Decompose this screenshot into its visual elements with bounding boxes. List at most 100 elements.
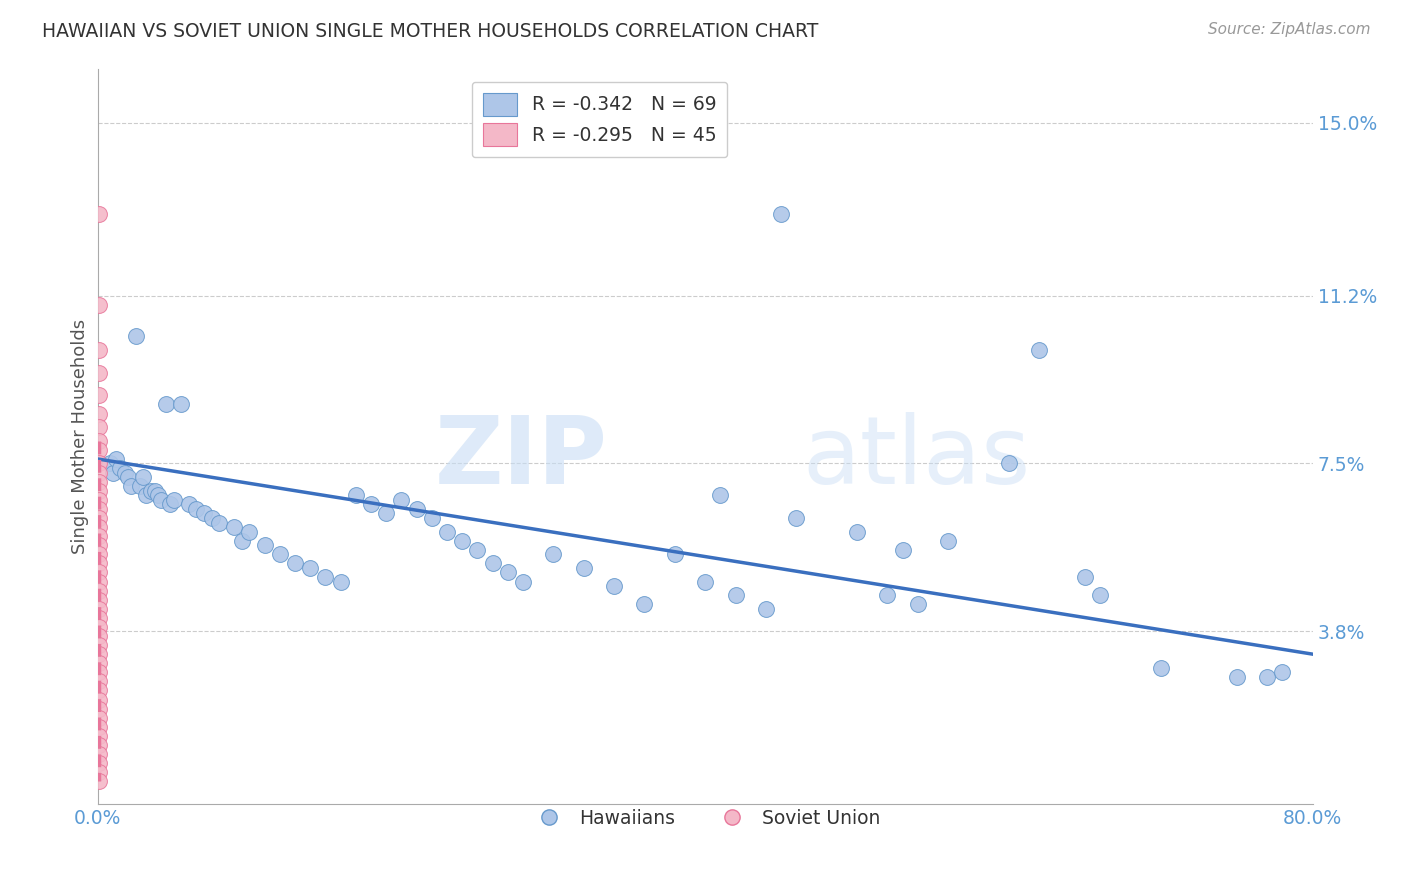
Point — [87, 297, 110, 311]
Point — [1256, 670, 1278, 684]
Point — [436, 524, 458, 539]
Point — [891, 542, 914, 557]
Point — [1150, 661, 1173, 675]
Point — [139, 483, 162, 498]
Point — [87, 207, 110, 221]
Point — [572, 561, 595, 575]
Point — [177, 497, 200, 511]
Point — [253, 538, 276, 552]
Legend: Hawaiians, Soviet Union: Hawaiians, Soviet Union — [523, 801, 887, 835]
Point — [846, 524, 869, 539]
Point — [284, 557, 307, 571]
Point — [314, 570, 336, 584]
Point — [87, 629, 110, 643]
Point — [87, 520, 110, 534]
Point — [162, 492, 184, 507]
Point — [129, 479, 152, 493]
Point — [907, 597, 929, 611]
Point — [269, 547, 291, 561]
Point — [389, 492, 412, 507]
Point — [87, 638, 110, 652]
Point — [87, 566, 110, 580]
Point — [87, 738, 110, 752]
Point — [238, 524, 260, 539]
Point — [155, 397, 177, 411]
Point — [224, 520, 246, 534]
Point — [87, 720, 110, 734]
Text: Source: ZipAtlas.com: Source: ZipAtlas.com — [1208, 22, 1371, 37]
Point — [496, 566, 519, 580]
Text: HAWAIIAN VS SOVIET UNION SINGLE MOTHER HOUSEHOLDS CORRELATION CHART: HAWAIIAN VS SOVIET UNION SINGLE MOTHER H… — [42, 22, 818, 41]
Text: ZIP: ZIP — [434, 412, 607, 504]
Point — [87, 574, 110, 589]
Point — [87, 457, 110, 471]
Point — [120, 479, 142, 493]
Point — [231, 533, 253, 548]
Point — [936, 533, 959, 548]
Point — [785, 511, 807, 525]
Point — [512, 574, 534, 589]
Point — [87, 434, 110, 448]
Point — [148, 488, 170, 502]
Point — [208, 516, 231, 530]
Point — [170, 397, 193, 411]
Point — [87, 611, 110, 625]
Point — [114, 466, 136, 480]
Point — [87, 701, 110, 715]
Point — [1226, 670, 1249, 684]
Point — [770, 207, 793, 221]
Point — [405, 502, 427, 516]
Point — [87, 647, 110, 661]
Point — [87, 774, 110, 789]
Point — [87, 692, 110, 706]
Point — [98, 457, 121, 471]
Point — [87, 475, 110, 489]
Point — [110, 461, 132, 475]
Point — [87, 657, 110, 671]
Point — [87, 388, 110, 402]
Point — [87, 483, 110, 498]
Point — [87, 747, 110, 761]
Point — [193, 507, 215, 521]
Point — [664, 547, 686, 561]
Point — [87, 765, 110, 780]
Point — [543, 547, 565, 561]
Point — [101, 466, 124, 480]
Point — [724, 588, 747, 602]
Point — [709, 488, 731, 502]
Point — [87, 407, 110, 421]
Point — [420, 511, 443, 525]
Point — [1074, 570, 1097, 584]
Point — [117, 470, 139, 484]
Point — [87, 420, 110, 434]
Point — [200, 511, 222, 525]
Point — [186, 502, 208, 516]
Point — [87, 674, 110, 689]
Point — [87, 492, 110, 507]
Point — [87, 529, 110, 543]
Point — [603, 579, 626, 593]
Point — [150, 492, 173, 507]
Point — [87, 442, 110, 457]
Point — [87, 683, 110, 698]
Point — [451, 533, 474, 548]
Point — [87, 343, 110, 357]
Point — [329, 574, 352, 589]
Point — [633, 597, 655, 611]
Point — [360, 497, 382, 511]
Point — [876, 588, 898, 602]
Point — [375, 507, 398, 521]
Point — [1271, 665, 1294, 680]
Point — [124, 329, 146, 343]
Point — [87, 729, 110, 743]
Point — [87, 502, 110, 516]
Point — [135, 488, 157, 502]
Text: atlas: atlas — [803, 412, 1031, 504]
Point — [481, 557, 503, 571]
Point — [87, 366, 110, 380]
Point — [87, 592, 110, 607]
Y-axis label: Single Mother Households: Single Mother Households — [72, 318, 89, 554]
Point — [695, 574, 717, 589]
Point — [87, 711, 110, 725]
Point — [87, 538, 110, 552]
